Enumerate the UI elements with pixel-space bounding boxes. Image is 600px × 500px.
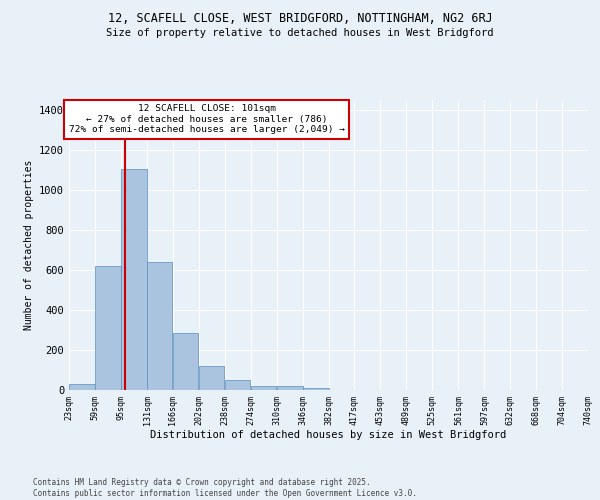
- Text: Size of property relative to detached houses in West Bridgford: Size of property relative to detached ho…: [106, 28, 494, 38]
- Bar: [303, 388, 329, 390]
- Bar: [69, 384, 95, 390]
- Text: 12, SCAFELL CLOSE, WEST BRIDGFORD, NOTTINGHAM, NG2 6RJ: 12, SCAFELL CLOSE, WEST BRIDGFORD, NOTTI…: [107, 12, 493, 26]
- Text: Contains HM Land Registry data © Crown copyright and database right 2025.
Contai: Contains HM Land Registry data © Crown c…: [33, 478, 417, 498]
- Bar: [148, 262, 172, 390]
- Bar: [225, 380, 250, 390]
- Bar: [199, 366, 224, 390]
- Bar: [277, 386, 302, 390]
- Bar: [251, 386, 277, 390]
- Bar: [173, 333, 198, 390]
- X-axis label: Distribution of detached houses by size in West Bridgford: Distribution of detached houses by size …: [151, 430, 506, 440]
- Bar: [95, 266, 121, 390]
- Text: 12 SCAFELL CLOSE: 101sqm
← 27% of detached houses are smaller (786)
72% of semi-: 12 SCAFELL CLOSE: 101sqm ← 27% of detach…: [68, 104, 344, 134]
- Bar: [121, 169, 147, 390]
- Y-axis label: Number of detached properties: Number of detached properties: [23, 160, 34, 330]
